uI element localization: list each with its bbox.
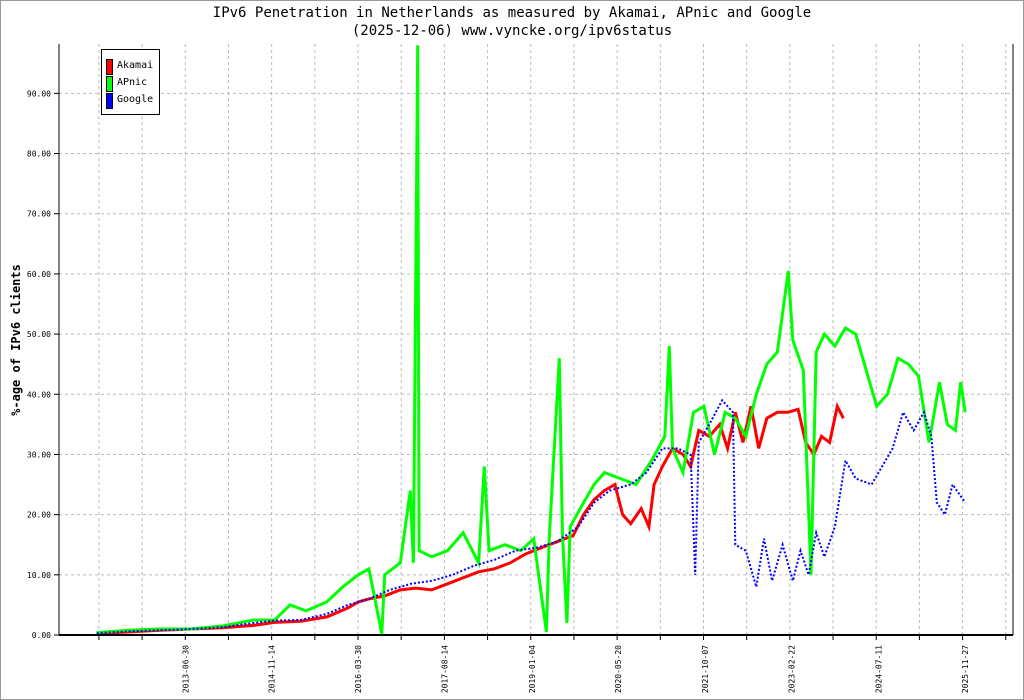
- y-tick-label: 60.00: [27, 270, 51, 279]
- x-tick-label: 2025-11-27: [961, 645, 970, 693]
- x-tick-label: 2020-05-20: [614, 645, 623, 693]
- x-tick-label: 2017-08-14: [440, 645, 449, 693]
- y-tick-label: 80.00: [27, 150, 51, 159]
- series-line-akamai: [96, 401, 845, 635]
- x-tick-label: 2014-11-14: [268, 645, 277, 693]
- x-tick-label: 2013-06-30: [181, 645, 190, 693]
- y-tick-label: 20.00: [27, 511, 51, 520]
- series-line-google: [96, 398, 967, 635]
- x-tick-label: 2023-02-22: [788, 645, 797, 693]
- y-tick-label: 70.00: [27, 210, 51, 219]
- legend-label-google: Google: [117, 94, 154, 105]
- y-tick-label: 90.00: [27, 89, 51, 98]
- y-tick-label: 50.00: [27, 330, 51, 339]
- chart-title: IPv6 Penetration in Netherlands as measu…: [212, 5, 812, 21]
- y-tick-label: 40.00: [27, 390, 51, 399]
- legend-swatch-apnic: [106, 76, 113, 92]
- legend-label-akamai: Akamai: [117, 60, 154, 71]
- x-tick-label: 2024-07-11: [874, 645, 883, 693]
- x-tick-label: 2016-03-30: [354, 645, 363, 693]
- chart-subtitle: (2025-12-06) www.vyncke.org/ipv6status: [351, 23, 673, 39]
- series-line-apnic: [96, 45, 967, 635]
- y-axis-label: %-age of IPv6 clients: [9, 264, 23, 416]
- x-tick-label: 2019-01-04: [528, 645, 537, 693]
- y-tick-label: 30.00: [27, 450, 51, 459]
- y-tick-label: 0.00: [32, 631, 51, 640]
- legend-swatch-google: [106, 93, 113, 109]
- legend: Akamai APnic Google: [101, 49, 160, 115]
- y-tick-label: 10.00: [27, 571, 51, 580]
- x-tick-label: 2021-10-07: [701, 645, 710, 693]
- legend-swatch-akamai: [106, 59, 113, 75]
- legend-label-apnic: APnic: [117, 77, 148, 88]
